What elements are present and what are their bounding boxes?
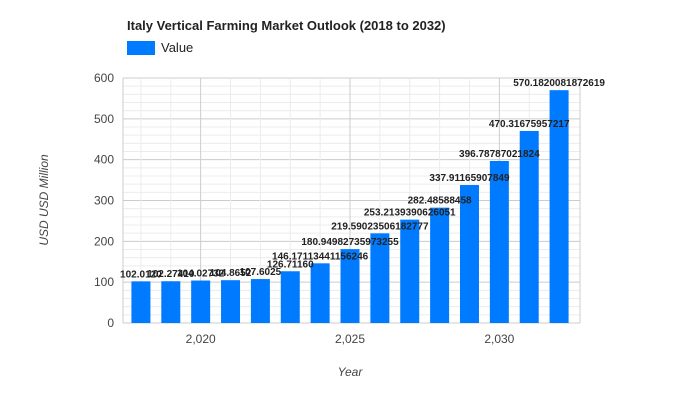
bar [191, 280, 211, 323]
data-label: 219.59023506182777 [331, 221, 429, 232]
x-tick-label: 2,030 [484, 332, 514, 346]
data-label: 104.8652 [210, 268, 252, 279]
bar [400, 219, 420, 323]
data-label: 126.71160 [267, 259, 314, 270]
data-label: 180.94982735973255 [301, 237, 399, 248]
x-axis-title: Year [338, 365, 364, 379]
data-label: 282.48588458 [408, 196, 472, 207]
data-label: 107.6025 [240, 267, 282, 278]
y-tick-label: 600 [94, 71, 114, 85]
data-label: 570.1820081872619 [513, 78, 605, 89]
bar [489, 160, 509, 323]
bar [250, 279, 270, 323]
bars [131, 90, 569, 323]
data-label: 396.78787021824 [459, 149, 540, 160]
y-tick-label: 0 [107, 316, 114, 330]
data-label: 102.0120 [120, 269, 162, 280]
bar [549, 90, 569, 323]
chart-title: Italy Vertical Farming Market Outlook (2… [127, 18, 446, 33]
bar [340, 249, 360, 323]
y-tick-label: 100 [94, 275, 114, 289]
bar [161, 281, 181, 323]
y-tick-label: 200 [94, 234, 114, 248]
y-tick-label: 400 [94, 153, 114, 167]
data-label: 146.17113441156246 [272, 251, 369, 262]
bar [131, 281, 151, 323]
bar [370, 233, 390, 323]
y-axis-title: USD USD Million [37, 154, 51, 246]
x-tick-label: 2,025 [335, 332, 365, 346]
legend-label: Value [161, 40, 194, 55]
bar [310, 263, 330, 323]
legend: Value [127, 40, 193, 55]
data-labels: 102.0120102.27410104.02732104.8652107.60… [120, 78, 605, 280]
x-tick-labels: 2,020 2,025 2,030 [186, 332, 515, 346]
y-tick-labels: 0 100 200 300 400 500 600 [94, 71, 114, 330]
bar [280, 271, 300, 323]
bar [430, 207, 450, 323]
data-label: 102.27410 [147, 269, 195, 280]
data-label: 337.91165907849 [429, 173, 510, 184]
bar [221, 280, 241, 323]
data-label: 104.02732 [177, 269, 225, 280]
x-tick-label: 2,020 [186, 332, 216, 346]
y-tick-label: 300 [94, 194, 114, 208]
legend-swatch [127, 40, 155, 55]
data-label: 470.31675957217 [489, 119, 570, 130]
bar [459, 185, 479, 323]
data-label: 253.2139390626051 [364, 208, 456, 219]
y-tick-label: 500 [94, 112, 114, 126]
bar [519, 130, 539, 323]
